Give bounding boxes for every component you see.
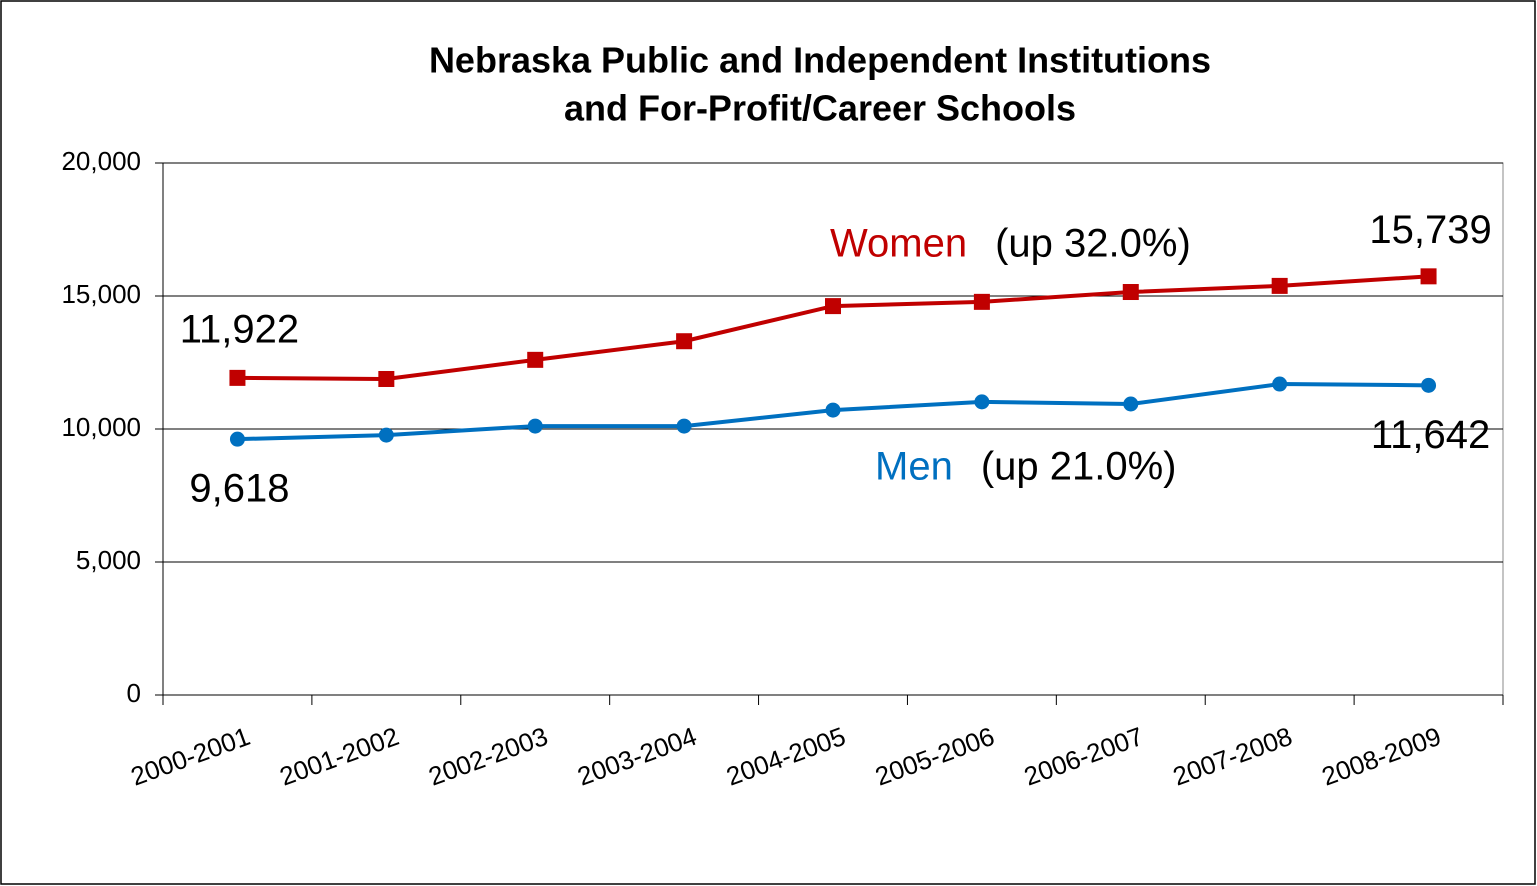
chart-title: and For-Profit/Career Schools [564,88,1076,129]
data-label: 15,739 [1369,208,1491,252]
marker [974,394,990,410]
marker [825,298,841,315]
marker [527,418,543,434]
marker [1272,376,1288,392]
marker [378,370,395,387]
annotation: (up 21.0%) [981,445,1177,489]
marker [378,427,394,443]
data-label: 11,922 [180,307,299,351]
annotation: (up 32.0%) [995,222,1191,266]
marker [973,293,990,310]
marker [676,418,692,434]
data-label: 9,618 [189,467,289,511]
chart-title: Nebraska Public and Independent Institut… [429,40,1211,81]
marker [229,369,246,386]
marker [825,402,841,418]
marker [527,351,544,368]
marker [1122,284,1139,301]
marker [1271,277,1288,294]
marker [1123,396,1139,412]
y-tick-label: 0 [127,678,141,708]
marker [1421,377,1437,393]
y-tick-label: 5,000 [76,545,141,575]
marker [229,431,245,447]
legend-label: Women [830,222,967,266]
y-tick-label: 15,000 [61,279,141,309]
legend-label: Men [875,445,953,489]
data-label: 11,642 [1371,413,1490,457]
y-tick-label: 20,000 [61,146,141,176]
marker [676,333,693,350]
y-tick-label: 10,000 [61,412,141,442]
marker [1420,268,1437,285]
